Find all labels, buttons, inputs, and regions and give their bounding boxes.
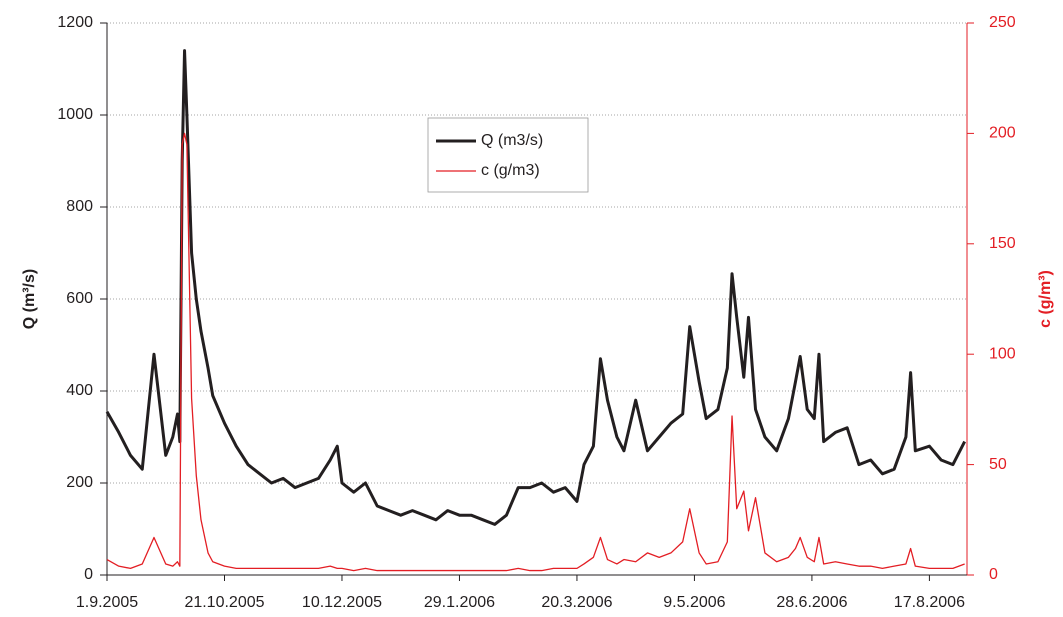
legend-box <box>427 117 589 193</box>
y2-tick-label: 150 <box>989 235 1016 252</box>
x-tick-label: 17.8.2006 <box>894 594 965 611</box>
data-line <box>106 132 965 572</box>
y2-tick-label: 50 <box>989 456 1007 473</box>
y-tick-label: 1000 <box>57 106 93 123</box>
y-tick-label: 0 <box>84 566 93 583</box>
x-tick-label: 20.3.2006 <box>541 594 612 611</box>
x-tick-label: 28.6.2006 <box>776 594 847 611</box>
y-axis-label: Q (m³/s) <box>21 269 38 329</box>
y-tick-label: 1200 <box>57 14 93 31</box>
y-tick-label: 600 <box>66 290 93 307</box>
x-tick-label: 21.10.2005 <box>184 594 264 611</box>
y2-tick-label: 0 <box>989 566 998 583</box>
y2-tick-label: 250 <box>989 14 1016 31</box>
y-tick-label: 400 <box>66 382 93 399</box>
legend-label: Q (m3/s) <box>481 132 543 149</box>
x-tick-label: 1.9.2005 <box>76 594 138 611</box>
x-tick-label: 10.12.2005 <box>302 594 382 611</box>
y-tick-label: 200 <box>66 474 93 491</box>
x-tick-label: 9.5.2006 <box>663 594 725 611</box>
y2-tick-label: 200 <box>989 125 1016 142</box>
legend-label: c (g/m3) <box>481 162 540 179</box>
y2-axis-label: c (g/m³) <box>1037 270 1054 328</box>
data-line <box>105 49 966 526</box>
y-tick-label: 800 <box>66 198 93 215</box>
y2-tick-label: 100 <box>989 345 1016 362</box>
x-tick-label: 29.1.2006 <box>424 594 495 611</box>
